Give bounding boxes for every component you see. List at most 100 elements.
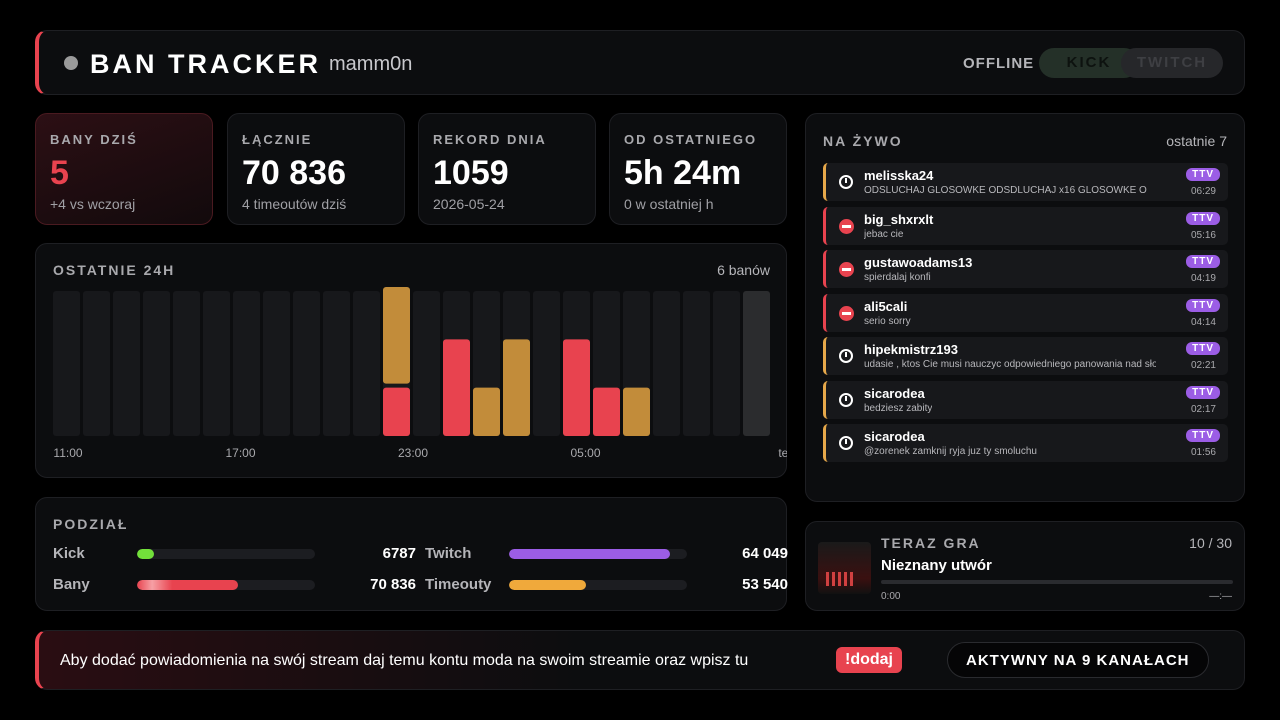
split-name: Kick xyxy=(53,545,85,562)
time-label: 23:00 xyxy=(398,446,428,460)
hour-slot xyxy=(53,291,80,436)
split-card: PODZIAŁ Kick 6787 Twitch 64 049 Bany 70 836 Ti… xyxy=(35,497,788,611)
split-name: Bany xyxy=(53,576,90,593)
ban-icon xyxy=(839,218,854,234)
stat-value: 5h 24m xyxy=(624,154,742,192)
live-item: melisska24 ODSLUCHAJ GLOSOWKE ODSDLUCHAJ … xyxy=(823,163,1228,201)
timeout-icon xyxy=(839,436,853,450)
stat-label: BANY DZIŚ xyxy=(50,132,138,147)
hour-slot xyxy=(683,291,710,436)
timeout-icon xyxy=(839,392,853,407)
split-value: 70 836 xyxy=(370,576,416,593)
time-label: 11:00 xyxy=(53,446,82,460)
live-item: sicarodea @zorenek zamknij ryja juz ty sm… xyxy=(823,424,1228,462)
split-value: 6787 xyxy=(382,545,416,562)
stat-value: 1059 xyxy=(433,154,509,192)
split-name: Twitch xyxy=(425,545,472,562)
command[interactable]: !dodaj xyxy=(836,647,902,673)
split-fill xyxy=(509,580,586,590)
stat-card: BANY DZIŚ 5 +4 vs wczoraj xyxy=(35,113,213,225)
stat-card: OD OSTATNIEGO 5h 24m 0 w ostatniej h xyxy=(609,113,787,225)
user: gustawoadams13 xyxy=(864,255,973,270)
live-card: NA ŻYWO ostatnie 7 melisska24 ODSLUCHAJ G… xyxy=(805,113,1245,502)
album-bars xyxy=(826,572,856,586)
time: 06:29 xyxy=(1190,186,1216,197)
split-track xyxy=(509,549,687,559)
icon-bar xyxy=(845,395,847,401)
stat-value: 70 836 xyxy=(242,154,346,192)
stat-sub: 2026-05-24 xyxy=(433,196,505,212)
chart-card: OSTATNIE 24H 6 banów 11:00 17:00 23:00 05:0… xyxy=(35,243,787,478)
album-art xyxy=(818,542,871,594)
badge: TTV xyxy=(1186,255,1220,268)
stat-card: ŁĄCZNIE 70 836 4 timeoutów dziś xyxy=(227,113,405,225)
hour-slot xyxy=(233,291,260,436)
app-title: BAN TRACKER xyxy=(90,49,321,79)
split-track xyxy=(137,580,315,590)
message: serio sorry xyxy=(864,315,911,327)
stat-label: REKORD DNIA xyxy=(433,132,547,147)
split-track xyxy=(137,549,315,559)
badge: TTV xyxy=(1186,429,1220,442)
progress-track xyxy=(881,580,1233,584)
ban-bar xyxy=(383,387,410,436)
time-label: teraz xyxy=(778,446,787,460)
hour-slot xyxy=(713,291,740,436)
time: 04:19 xyxy=(1190,273,1216,284)
channel-name: mamm0n xyxy=(329,53,413,75)
track-name: Nieznany utwór xyxy=(881,557,992,574)
hour-slot xyxy=(113,291,140,436)
twitch-tab[interactable]: TWITCH xyxy=(1121,48,1223,78)
stat-label: ŁĄCZNIE xyxy=(242,132,313,147)
time: 02:21 xyxy=(1190,360,1216,371)
live-range: ostatnie 7 xyxy=(1166,133,1227,149)
player-card: TERAZ GRA 10 / 30 Nieznany utwór 0:00 —:… xyxy=(805,521,1245,611)
time: 04:14 xyxy=(1190,316,1216,328)
icon-bar xyxy=(845,439,847,444)
hour-slot xyxy=(743,291,770,436)
timeout-icon xyxy=(839,349,853,363)
icon-bar xyxy=(842,311,851,315)
chart-title: OSTATNIE 24H xyxy=(53,262,176,278)
hour-slot xyxy=(533,291,560,436)
status: OFFLINE xyxy=(963,55,1035,72)
live-item: gustawoadams13 spierdalaj konfi TTV 04:19 xyxy=(823,250,1228,288)
badge: TTV xyxy=(1186,298,1220,312)
active-channels[interactable]: AKTYWNY NA 9 KANAŁACH xyxy=(947,642,1209,678)
split-fill xyxy=(137,580,239,590)
hour-slot xyxy=(203,291,230,436)
split-track xyxy=(509,580,687,590)
split-value: 53 540 xyxy=(742,576,788,593)
split-value: 64 049 xyxy=(742,545,788,562)
timeout-bar xyxy=(623,387,650,436)
message: bedziesz zabity xyxy=(864,402,933,414)
user: sicarodea xyxy=(864,429,925,444)
ban-icon xyxy=(839,262,854,277)
timeout-bar xyxy=(473,387,500,436)
timeout-icon xyxy=(839,175,853,189)
badge: TTV xyxy=(1186,342,1220,355)
message: ODSLUCHAJ GLOSOWKE ODSDLUCHAJ x16 GLOSOW… xyxy=(864,185,1147,196)
stat-sub: 0 w ostatniej h xyxy=(624,196,714,212)
live-item: big_shxrxlt jebac cie TTV 05:16 xyxy=(823,206,1228,245)
timeout-bar xyxy=(383,287,410,384)
ban-icon xyxy=(839,305,854,321)
message: @zorenek zamknij ryja juz ty smoluchu xyxy=(864,446,1037,457)
duration: —:— xyxy=(1209,591,1232,602)
footer-text: Aby dodać powiadomienia na swój stream d… xyxy=(60,652,749,669)
hour-slot xyxy=(173,291,200,436)
stat-sub: +4 vs wczoraj xyxy=(50,196,136,212)
hour-slot xyxy=(653,291,680,436)
message: udasie , ktos Cie musi nauczyc odpowiedn… xyxy=(864,359,1156,370)
time-label: 17:00 xyxy=(225,446,255,460)
live-item: hipekmistrz193 udasie , ktos Cie musi nau… xyxy=(823,337,1228,375)
split-fill xyxy=(137,549,155,559)
live-item: sicarodea bedziesz zabity TTV 02:17 xyxy=(823,380,1228,419)
stat-value: 5 xyxy=(50,154,69,192)
live-item: ali5cali serio sorry TTV 04:14 xyxy=(823,293,1228,332)
hour-slot xyxy=(83,291,110,436)
icon-bar xyxy=(845,178,847,183)
stat-sub: 4 timeoutów dziś xyxy=(242,196,347,212)
